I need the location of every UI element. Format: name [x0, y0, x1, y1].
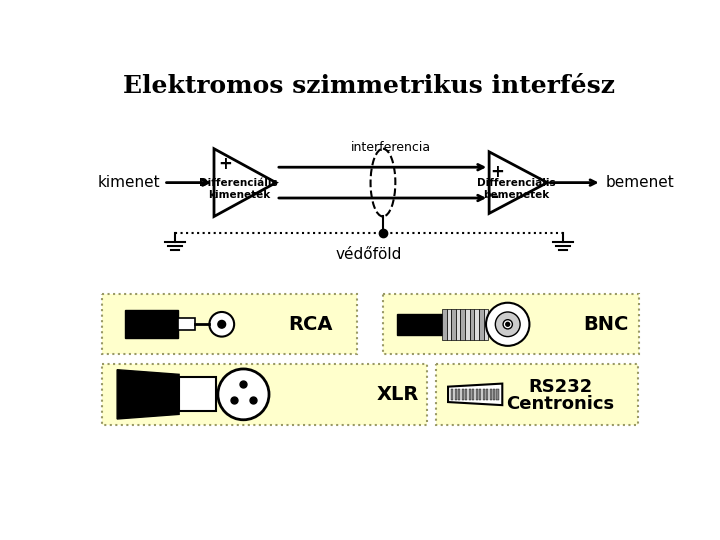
Bar [446, 309, 451, 340]
Bar [469, 309, 474, 340]
Bar [465, 389, 467, 400]
Circle shape [218, 320, 225, 328]
Bar [479, 389, 482, 400]
Bar [486, 389, 488, 400]
Bar [454, 389, 457, 400]
Polygon shape [448, 383, 503, 405]
Text: védőföld: védőföld [336, 247, 402, 261]
Text: XLR: XLR [377, 385, 419, 404]
Text: +: + [218, 155, 232, 173]
Bar [102, 363, 427, 425]
Bar [469, 389, 471, 400]
Bar [458, 389, 461, 400]
Polygon shape [117, 370, 179, 419]
Bar [451, 389, 454, 400]
Bar [484, 309, 488, 340]
Text: BNC: BNC [583, 315, 629, 334]
Bar [102, 294, 357, 354]
Bar [465, 309, 469, 340]
Text: -: - [490, 187, 499, 206]
Circle shape [218, 369, 269, 420]
Bar [179, 377, 216, 411]
Text: RS232: RS232 [528, 377, 593, 396]
Bar [383, 294, 639, 354]
Bar [451, 309, 456, 340]
Bar [476, 389, 478, 400]
Bar [436, 363, 638, 425]
Circle shape [503, 320, 513, 329]
Bar [461, 309, 465, 340]
Text: interferencia: interferencia [351, 141, 431, 154]
Bar [482, 389, 485, 400]
Bar [474, 309, 479, 340]
Circle shape [505, 322, 510, 326]
Text: +: + [490, 163, 505, 181]
Bar [178, 318, 194, 330]
Bar [125, 310, 178, 338]
Circle shape [210, 312, 234, 336]
Text: bemenet: bemenet [606, 175, 674, 190]
Circle shape [486, 303, 529, 346]
Bar [462, 389, 464, 400]
Circle shape [495, 312, 520, 336]
Bar [456, 309, 461, 340]
Bar [442, 309, 446, 340]
Text: Differenciális
kimenetek: Differenciális kimenetek [199, 178, 278, 200]
Bar [472, 389, 474, 400]
Bar [397, 314, 442, 335]
Text: Centronics: Centronics [506, 395, 614, 414]
Bar [479, 309, 484, 340]
Text: Elektromos szimmetrikus interfész: Elektromos szimmetrikus interfész [123, 73, 615, 98]
Bar [490, 389, 492, 400]
Text: kimenet: kimenet [98, 175, 161, 190]
Bar [497, 389, 499, 400]
Text: RCA: RCA [289, 315, 333, 334]
Text: Differenciális
bemenetek: Differenciális bemenetek [477, 178, 555, 200]
Bar [493, 389, 495, 400]
